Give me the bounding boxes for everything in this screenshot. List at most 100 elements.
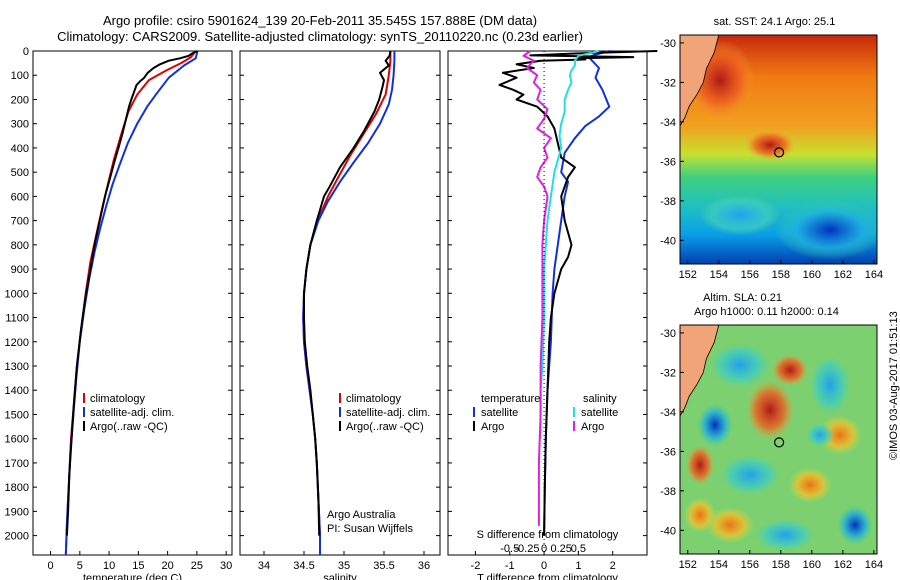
map-y-tick-label: -34 (660, 117, 676, 129)
y-tick-label: 1400 (5, 385, 29, 397)
map-x-tick-label: 164 (865, 559, 883, 571)
legend-entry: satellite (481, 407, 518, 419)
sla-eddy (710, 343, 770, 387)
sla-field (680, 325, 877, 554)
legend-entry: satellite-adj. clim. (90, 407, 174, 419)
s-tick-label: 0.5 (571, 543, 586, 555)
map-x-tick-label: 164 (865, 269, 883, 281)
map-x-tick-label: 152 (679, 559, 697, 571)
legend-entry: Argo(..raw -QC) (90, 421, 168, 433)
x-tick-label: 2 (610, 560, 616, 572)
legend-entry: climatology (90, 393, 146, 405)
sla-map-title: Altim. SLA: 0.21 (703, 292, 782, 304)
legend-entry: Argo(..raw -QC) (346, 421, 424, 433)
x-tick-label: 35 (338, 560, 350, 572)
x-tick-label: 0 (541, 560, 547, 572)
x-axis-label: temperature (deg C) (83, 573, 182, 580)
legend-header: salinity (583, 393, 617, 405)
y-tick-label: 500 (11, 167, 29, 179)
series-line-difference-3 (522, 50, 552, 526)
x-tick-label: 1 (575, 560, 581, 572)
series-line-difference-2 (539, 50, 600, 439)
sla-eddy (697, 403, 733, 447)
panel-frame-salinity (239, 50, 441, 556)
y-tick-label: 1800 (5, 482, 29, 494)
map-y-tick-label: -30 (660, 328, 676, 340)
map-y-tick-label: -40 (660, 235, 676, 247)
y-tick-label: 100 (11, 70, 29, 82)
map-y-tick-label: -30 (660, 38, 676, 50)
map-x-tick-label: 158 (772, 269, 790, 281)
y-tick-label: 1900 (5, 506, 29, 518)
x-axis-label: salinity (323, 573, 357, 580)
legend-header: temperature (481, 393, 540, 405)
panel-frame-difference (447, 50, 648, 556)
x-tick-label: 5 (77, 560, 83, 572)
legend-entry: climatology (346, 393, 402, 405)
s-axis-label: S difference from climatology (477, 529, 619, 541)
map-y-tick-label: -34 (660, 407, 676, 419)
map-x-tick-label: 160 (803, 269, 821, 281)
x-tick-label: -2 (471, 560, 481, 572)
y-tick-label: 300 (11, 119, 29, 131)
legend-entry: Argo (481, 421, 504, 433)
map-frame (679, 34, 878, 265)
s-tick-label: 0 (541, 543, 547, 555)
series-line-temperature-2 (65, 50, 198, 536)
map-x-tick-label: 162 (834, 269, 852, 281)
credit-text: PI: Susan Wijffels (327, 523, 413, 535)
sla-eddy (720, 455, 780, 495)
sla-eddy (684, 497, 716, 533)
x-tick-label: 25 (191, 560, 203, 572)
panel-frame-temperature (32, 50, 233, 556)
x-tick-label: 15 (132, 560, 144, 572)
y-tick-label: 1000 (5, 288, 29, 300)
map-x-tick-label: 154 (710, 269, 728, 281)
s-tick-label: -0.25 (514, 543, 539, 555)
map-x-tick-label: 162 (834, 559, 852, 571)
sla-eddy (818, 415, 862, 455)
sla-eddy (686, 445, 714, 485)
argo-float-marker (773, 147, 785, 158)
y-tick-label: 700 (11, 216, 29, 228)
sst-field (680, 35, 877, 264)
map-x-tick-label: 156 (741, 269, 759, 281)
series-line-salinity-2 (303, 50, 392, 536)
cool-patch (700, 195, 780, 235)
map-y-tick-label: -38 (660, 486, 676, 498)
sst-map-title: sat. SST: 24.1 Argo: 25.1 (714, 16, 836, 28)
map-y-tick-label: -32 (660, 367, 676, 379)
x-axis-label: T difference from climatology (477, 573, 618, 580)
y-tick-label: 800 (11, 240, 29, 252)
x-tick-label: -1 (505, 560, 515, 572)
y-tick-label: 1700 (5, 458, 29, 470)
y-tick-label: 1500 (5, 409, 29, 421)
y-tick-label: 0 (23, 46, 29, 58)
s-tick-label: -0.5 (500, 543, 519, 555)
y-tick-label: 200 (11, 94, 29, 106)
x-tick-label: 35.5 (373, 560, 394, 572)
map-frame (679, 324, 878, 555)
sla-eddy (788, 467, 832, 503)
y-tick-label: 1300 (5, 361, 29, 373)
climatology-title: Climatology: CARS2009. Satellite-adjuste… (57, 29, 583, 44)
series-line-difference-0 (543, 50, 611, 536)
x-tick-label: 10 (103, 560, 115, 572)
map-x-tick-label: 160 (803, 559, 821, 571)
map-y-tick-label: -36 (660, 446, 676, 458)
x-tick-label: 34 (258, 560, 270, 572)
map-x-tick-label: 156 (741, 559, 759, 571)
y-tick-label: 2000 (5, 531, 29, 543)
x-tick-label: 34.5 (293, 560, 314, 572)
sla-eddy (806, 423, 834, 447)
x-tick-label: 0 (47, 560, 53, 572)
argo-float-marker (773, 437, 785, 448)
sla-map-subtitle: Argo h1000: 0.11 h2000: 0.14 (694, 306, 839, 318)
map-x-tick-label: 154 (710, 559, 728, 571)
series-line-difference-1 (498, 50, 658, 536)
sla-eddy (746, 380, 794, 440)
map-y-tick-label: -40 (660, 525, 676, 537)
y-tick-label: 1200 (5, 337, 29, 349)
legend-entry: Argo (581, 421, 604, 433)
credit-text: Argo Australia (327, 509, 396, 521)
